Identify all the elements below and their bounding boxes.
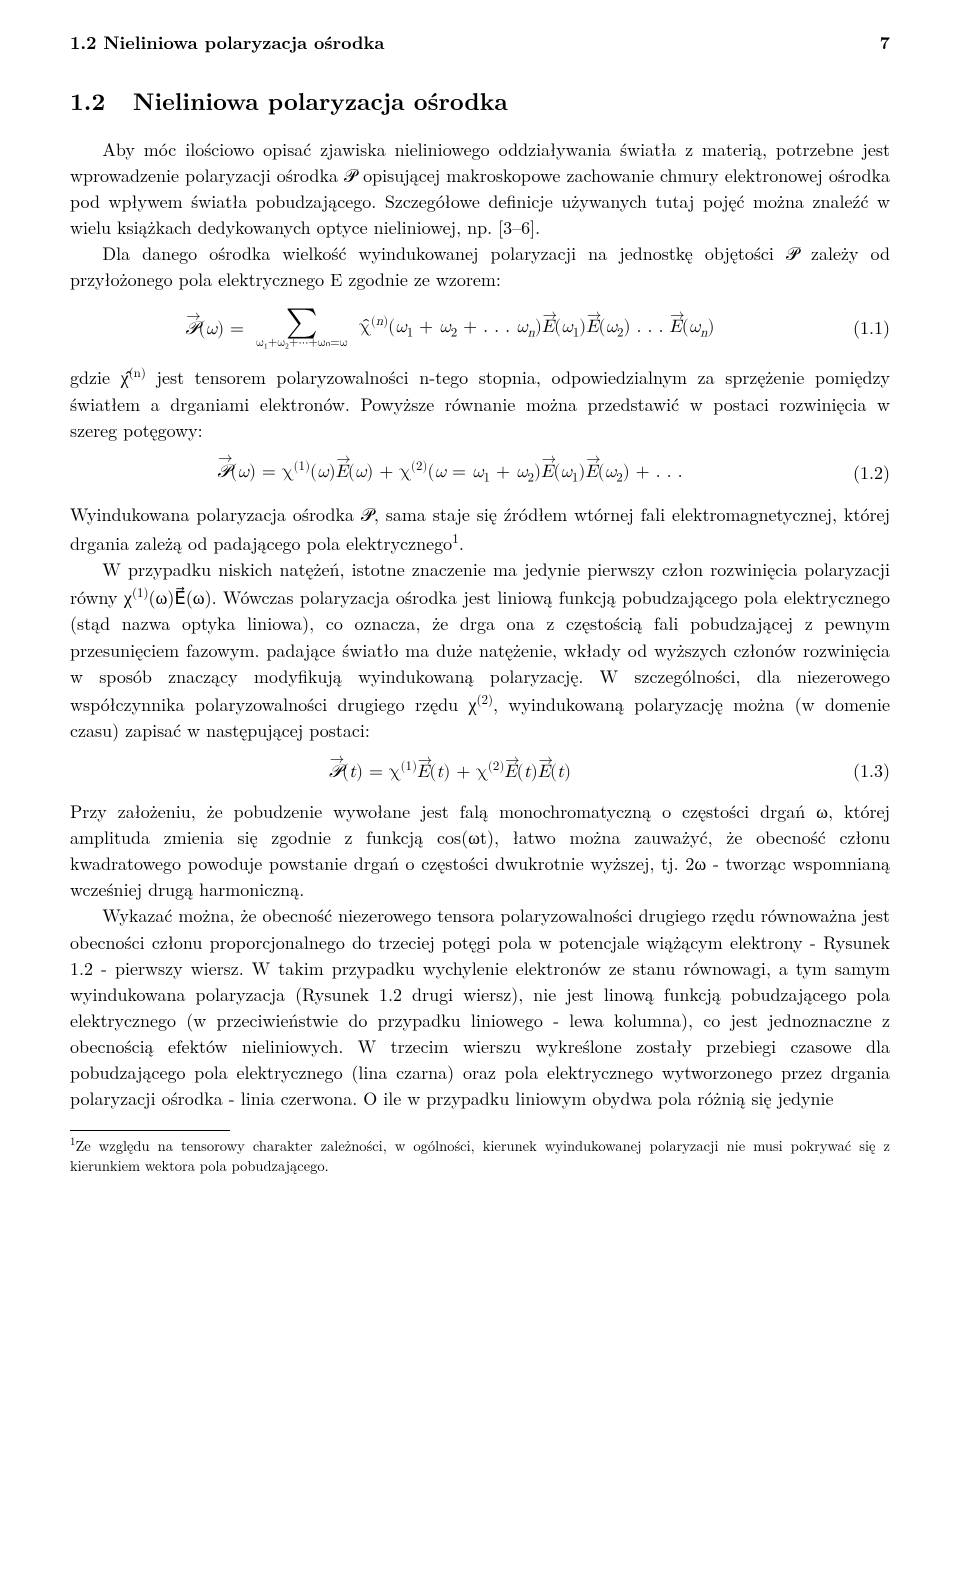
running-header: 1.2 Nieliniowa polaryzacja ośrodka 7 (70, 30, 890, 56)
paragraph-1: Aby móc ilościowo opisać zjawiska nielin… (70, 137, 890, 241)
paragraph-6: Przy założeniu, że pobudzenie wywołane j… (70, 799, 890, 903)
equation-2: 𝒫(ω) = χ(1)(ω)E(ω) + χ(2)(ω = ω1 + ω2)E(… (70, 458, 890, 488)
footnote-text: Ze względu na tensorowy charakter zależn… (70, 1136, 890, 1176)
equation-2-body: 𝒫(ω) = χ(1)(ω)E(ω) + χ(2)(ω = ω1 + ω2)E(… (70, 458, 830, 488)
equation-3-body: 𝒫(t) = χ(1)E(t) + χ(2)E(t)E(t) (70, 758, 830, 785)
paragraph-5: W przypadku niskich natężeń, istotne zna… (70, 557, 890, 744)
section-number: 1.2 (70, 84, 105, 118)
running-title: 1.2 Nieliniowa polaryzacja ośrodka (70, 30, 385, 56)
page-number: 7 (880, 30, 890, 56)
equation-1: 𝒫(ω) = ∑ ω₁+ω₂+···+ωₙ=ω χ̂(n)(ω1 + ω2 + … (70, 307, 890, 349)
footnote-rule (70, 1130, 230, 1131)
equation-3-number: (1.3) (830, 758, 890, 784)
footnote-1: 1Ze względu na tensorowy charakter zależ… (70, 1135, 890, 1176)
section-heading: Nieliniowa polaryzacja ośrodka (133, 84, 508, 118)
equation-1-number: (1.1) (830, 315, 890, 341)
equation-2-number: (1.2) (830, 460, 890, 486)
paragraph-7: Wykazać można, że obecność niezerowego t… (70, 903, 890, 1112)
section-title: 1.2 Nieliniowa polaryzacja ośrodka (70, 84, 890, 119)
paragraph-4: Wyindukowana polaryzacja ośrodka 𝒫, sama… (70, 502, 890, 557)
paragraph-2: Dla danego ośrodka wielkość wyindukowane… (70, 241, 890, 293)
equation-3: 𝒫(t) = χ(1)E(t) + χ(2)E(t)E(t) (1.3) (70, 758, 890, 785)
equation-1-body: 𝒫(ω) = ∑ ω₁+ω₂+···+ωₙ=ω χ̂(n)(ω1 + ω2 + … (70, 307, 830, 349)
paragraph-3: gdzie χ̂(n) jest tensorem polaryzowalnoś… (70, 363, 890, 443)
